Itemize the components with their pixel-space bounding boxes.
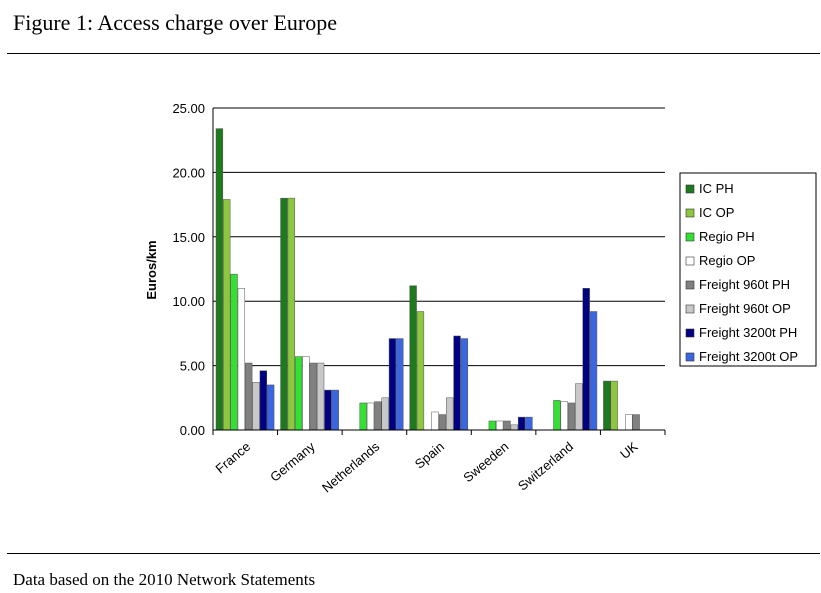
bar-uk-freight-960t-ph [632, 414, 640, 431]
bar-france-ic-ph [215, 128, 224, 431]
bar-spain-freight-3200t-ph [453, 335, 461, 431]
bar-france-freight-960t-op [252, 382, 260, 431]
bar-spain-ic-op [416, 311, 425, 431]
bar-uk-ic-ph [603, 380, 611, 431]
bar-netherlands-freight-960t-op [381, 397, 389, 431]
bar-germany-ic-ph [280, 197, 288, 431]
bar-sweeden-regio-op [496, 420, 504, 431]
bar-switzerland-freight-3200t-op [589, 311, 598, 431]
legend-swatch [685, 328, 695, 338]
bar-sweeden-freight-960t-ph [503, 420, 511, 431]
legend: IC PH IC OP Regio PH Regio OP Freight 960t P… [679, 172, 817, 367]
legend-swatch [685, 304, 695, 314]
bar-uk-regio-op [625, 414, 633, 431]
legend-entry: IC PH [699, 181, 734, 196]
figure-title: Figure 1: Access charge over Europe [13, 10, 337, 35]
bar-germany-freight-3200t-op [331, 389, 339, 431]
legend-entry: Regio OP [699, 253, 755, 268]
bar-uk-ic-op [610, 380, 618, 431]
bar-netherlands-freight-3200t-op [396, 338, 404, 431]
bar-netherlands-regio-ph [359, 402, 367, 431]
x-tick-label: Sweeden [460, 439, 511, 485]
legend-entry: Freight 3200t PH [699, 325, 797, 340]
legend-swatch [685, 256, 695, 266]
y-tick-label: 5.00 [180, 359, 205, 374]
legend-entry: Freight 960t OP [699, 301, 791, 316]
y-tick-label: 15.00 [172, 230, 205, 245]
legend-entry: IC OP [699, 205, 734, 220]
legend-swatch [685, 352, 695, 362]
x-tick-labels: France Germany Netherlands Spain Sweeden Swit… [213, 438, 641, 495]
legend-entry: Regio PH [699, 229, 755, 244]
bar-spain-freight-960t-op [446, 397, 454, 431]
bar-sweeden-freight-960t-op [510, 424, 518, 431]
bars [215, 128, 640, 431]
bar-france-regio-op [237, 288, 246, 431]
bar-spain-ic-ph [409, 285, 417, 431]
bar-sweeden-regio-ph [488, 420, 496, 431]
y-axis-label: Euros/km [144, 240, 159, 299]
bar-switzerland-regio-op [560, 401, 568, 431]
legend-swatch [685, 208, 695, 218]
x-tick-label: France [213, 439, 254, 477]
bar-spain-freight-960t-ph [438, 414, 447, 431]
bar-germany-freight-3200t-ph [324, 389, 332, 431]
bar-spain-freight-3200t-op [460, 338, 469, 431]
legend-entry: Freight 960t PH [699, 277, 790, 292]
x-tick-label: Netherlands [319, 438, 383, 495]
legend-swatch [685, 184, 695, 194]
bar-switzerland-regio-ph [553, 400, 561, 431]
bar-france-freight-3200t-op [267, 384, 275, 431]
legend-entry: Freight 3200t OP [699, 349, 798, 364]
bar-sweeden-freight-3200t-op [525, 416, 533, 431]
bar-germany-regio-op [302, 356, 310, 431]
bar-switzerland-freight-960t-op [575, 383, 583, 431]
bar-germany-ic-op [287, 197, 295, 431]
y-tick-label: 25.00 [172, 101, 205, 116]
bar-germany-regio-ph [294, 356, 303, 431]
bar-germany-freight-960t-op [316, 362, 325, 431]
legend-swatch [685, 280, 695, 290]
y-tick-labels: 0.00 5.00 10.00 15.00 20.00 25.00 [172, 101, 205, 438]
y-tick-label: 0.00 [180, 423, 205, 438]
bar-netherlands-regio-op [366, 402, 375, 431]
legend-box [679, 172, 817, 367]
x-tick-label: UK [617, 439, 641, 462]
y-tick-label: 20.00 [172, 165, 205, 180]
top-rule [7, 53, 820, 54]
bottom-rule [7, 553, 820, 554]
x-tick-label: Germany [267, 438, 318, 484]
bar-spain-regio-op [431, 411, 439, 431]
bar-germany-freight-960t-ph [309, 362, 317, 431]
x-tick-label: Switzerland [515, 439, 576, 494]
bar-france-ic-op [223, 199, 231, 431]
y-tick-label: 10.00 [172, 294, 205, 309]
bar-sweeden-freight-3200t-ph [517, 416, 526, 431]
figure-note: Data based on the 2010 Network Statement… [13, 570, 316, 589]
bar-france-freight-960t-ph [245, 362, 253, 431]
bar-netherlands-freight-960t-ph [374, 401, 382, 431]
x-tick-label: Spain [412, 439, 447, 472]
axes [212, 108, 666, 435]
bar-netherlands-freight-3200t-ph [388, 338, 397, 431]
bar-france-regio-ph [230, 273, 238, 431]
legend-swatch [685, 232, 695, 242]
bar-switzerland-freight-3200t-ph [582, 288, 590, 431]
bar-switzerland-freight-960t-ph [567, 402, 576, 431]
bar-france-freight-3200t-ph [259, 370, 267, 431]
